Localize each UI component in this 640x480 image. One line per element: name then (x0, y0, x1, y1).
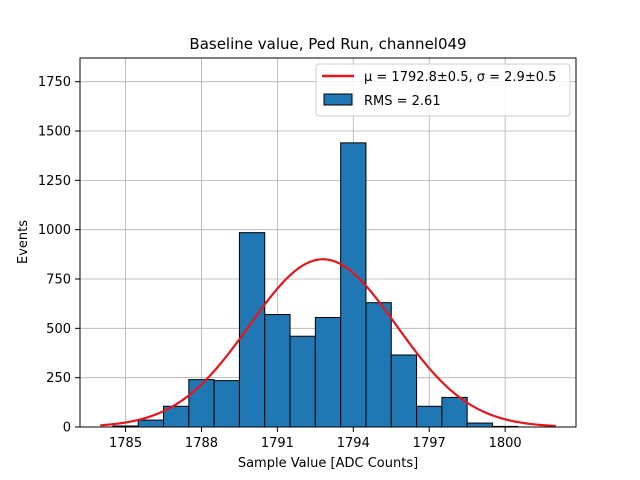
legend-box (315, 63, 571, 117)
x-tick-label: 1797 (413, 436, 446, 451)
histogram-bar (390, 354, 418, 428)
histogram-bar (137, 419, 165, 428)
y-tick-label: 1750 (38, 75, 71, 90)
x-tick-label: 1785 (109, 436, 142, 451)
legend-hist-swatch (323, 93, 353, 106)
histogram-bar (441, 396, 468, 428)
legend-fit-label: μ = 1792.8±0.5, σ = 2.9±0.5 (364, 70, 556, 85)
histogram-bars (112, 142, 519, 428)
x-axis-ticks: 1785 1788 1791 1794 1797 1800 (109, 427, 522, 451)
histogram-bar (466, 422, 493, 428)
histogram-bar (188, 379, 215, 428)
y-tick-label: 1000 (38, 223, 71, 238)
histogram-bar (264, 314, 291, 428)
y-tick-label: 750 (46, 273, 71, 288)
histogram-bar (340, 142, 367, 428)
x-tick-label: 1788 (185, 436, 218, 451)
histogram-bar (238, 232, 266, 428)
histogram-bar (365, 302, 392, 428)
histogram-bar (213, 380, 240, 428)
legend: μ = 1792.8±0.5, σ = 2.9±0.5 RMS = 2.61 (315, 63, 571, 117)
gaussian-fit (100, 258, 556, 428)
histogram-bar (289, 335, 316, 428)
y-axis-label: Events (16, 220, 31, 264)
x-tick-label: 1800 (489, 436, 522, 451)
y-tick-label: 0 (63, 421, 71, 436)
fit-curve (100, 258, 556, 428)
y-tick-label: 250 (46, 371, 71, 386)
x-axis-label: Sample Value [ADC Counts] (238, 456, 418, 471)
x-tick-label: 1791 (261, 436, 294, 451)
y-tick-label: 1250 (38, 174, 71, 189)
y-tick-label: 1500 (38, 125, 71, 140)
histogram-bar (416, 405, 443, 428)
x-tick-label: 1794 (337, 436, 370, 451)
plot-frame (79, 57, 577, 428)
y-tick-label: 500 (46, 322, 71, 337)
histogram-bar (314, 316, 342, 428)
legend-hist-label: RMS = 2.61 (364, 94, 441, 109)
chart-title: Baseline value, Ped Run, channel049 (189, 35, 466, 53)
y-axis-ticks: 0 250 500 750 1000 1250 1500 1750 (38, 75, 80, 436)
